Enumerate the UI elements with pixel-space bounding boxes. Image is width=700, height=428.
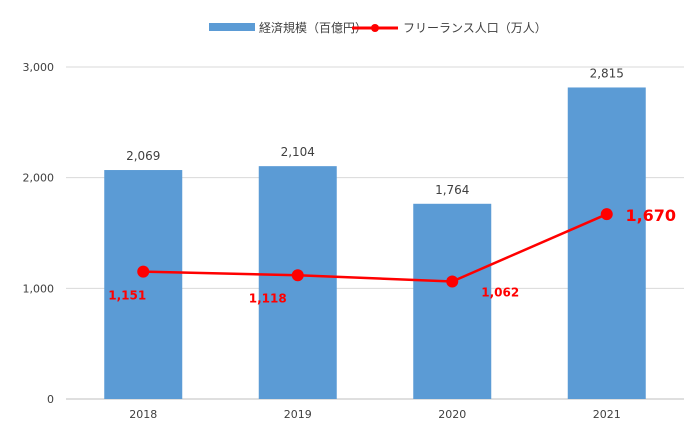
y-tick-label: 1,000 <box>23 282 55 295</box>
x-axis-ticks: 2018 2019 2020 2021 <box>129 408 621 421</box>
legend-label-bar: 経済規模（百億円） <box>259 20 367 35</box>
bar-data-label: 2,104 <box>281 145 315 159</box>
x-tick-label: 2021 <box>593 408 621 421</box>
bar <box>567 87 646 400</box>
legend: 経済規模（百億円） フリーランス人口（万人） <box>209 20 547 35</box>
bar-data-labels: 2,069 2,104 1,764 2,815 <box>126 66 624 196</box>
bar-data-label: 2,069 <box>126 149 160 163</box>
bar-series <box>104 87 646 400</box>
legend-swatch-bar <box>209 23 255 31</box>
x-tick-label: 2020 <box>438 408 466 421</box>
line-data-label: 1,062 <box>481 285 519 299</box>
line-path <box>143 213 608 283</box>
bar <box>413 203 492 399</box>
line-series <box>137 208 613 288</box>
bar-data-label: 1,764 <box>435 183 469 197</box>
legend-swatch-line-marker <box>371 24 379 32</box>
line-data-labels: 1,151 1,118 1,062 1,670 <box>108 206 676 305</box>
line-data-label: 1,670 <box>625 206 676 225</box>
line-point <box>600 208 613 221</box>
x-tick-label: 2019 <box>284 408 312 421</box>
x-tick-label: 2018 <box>129 408 157 421</box>
line-point <box>446 275 459 288</box>
bar <box>258 166 337 399</box>
y-tick-label: 0 <box>47 393 54 406</box>
bar-data-label: 2,815 <box>590 66 624 80</box>
bar <box>104 170 183 399</box>
y-axis-ticks: 0 1,000 2,000 3,000 <box>23 61 55 406</box>
y-tick-label: 3,000 <box>23 61 55 74</box>
y-tick-label: 2,000 <box>23 172 55 185</box>
line-data-label: 1,151 <box>108 289 146 303</box>
line-point <box>137 265 150 278</box>
legend-label-line: フリーランス人口（万人） <box>403 21 547 35</box>
line-point <box>291 269 304 282</box>
line-data-label: 1,118 <box>249 291 287 305</box>
